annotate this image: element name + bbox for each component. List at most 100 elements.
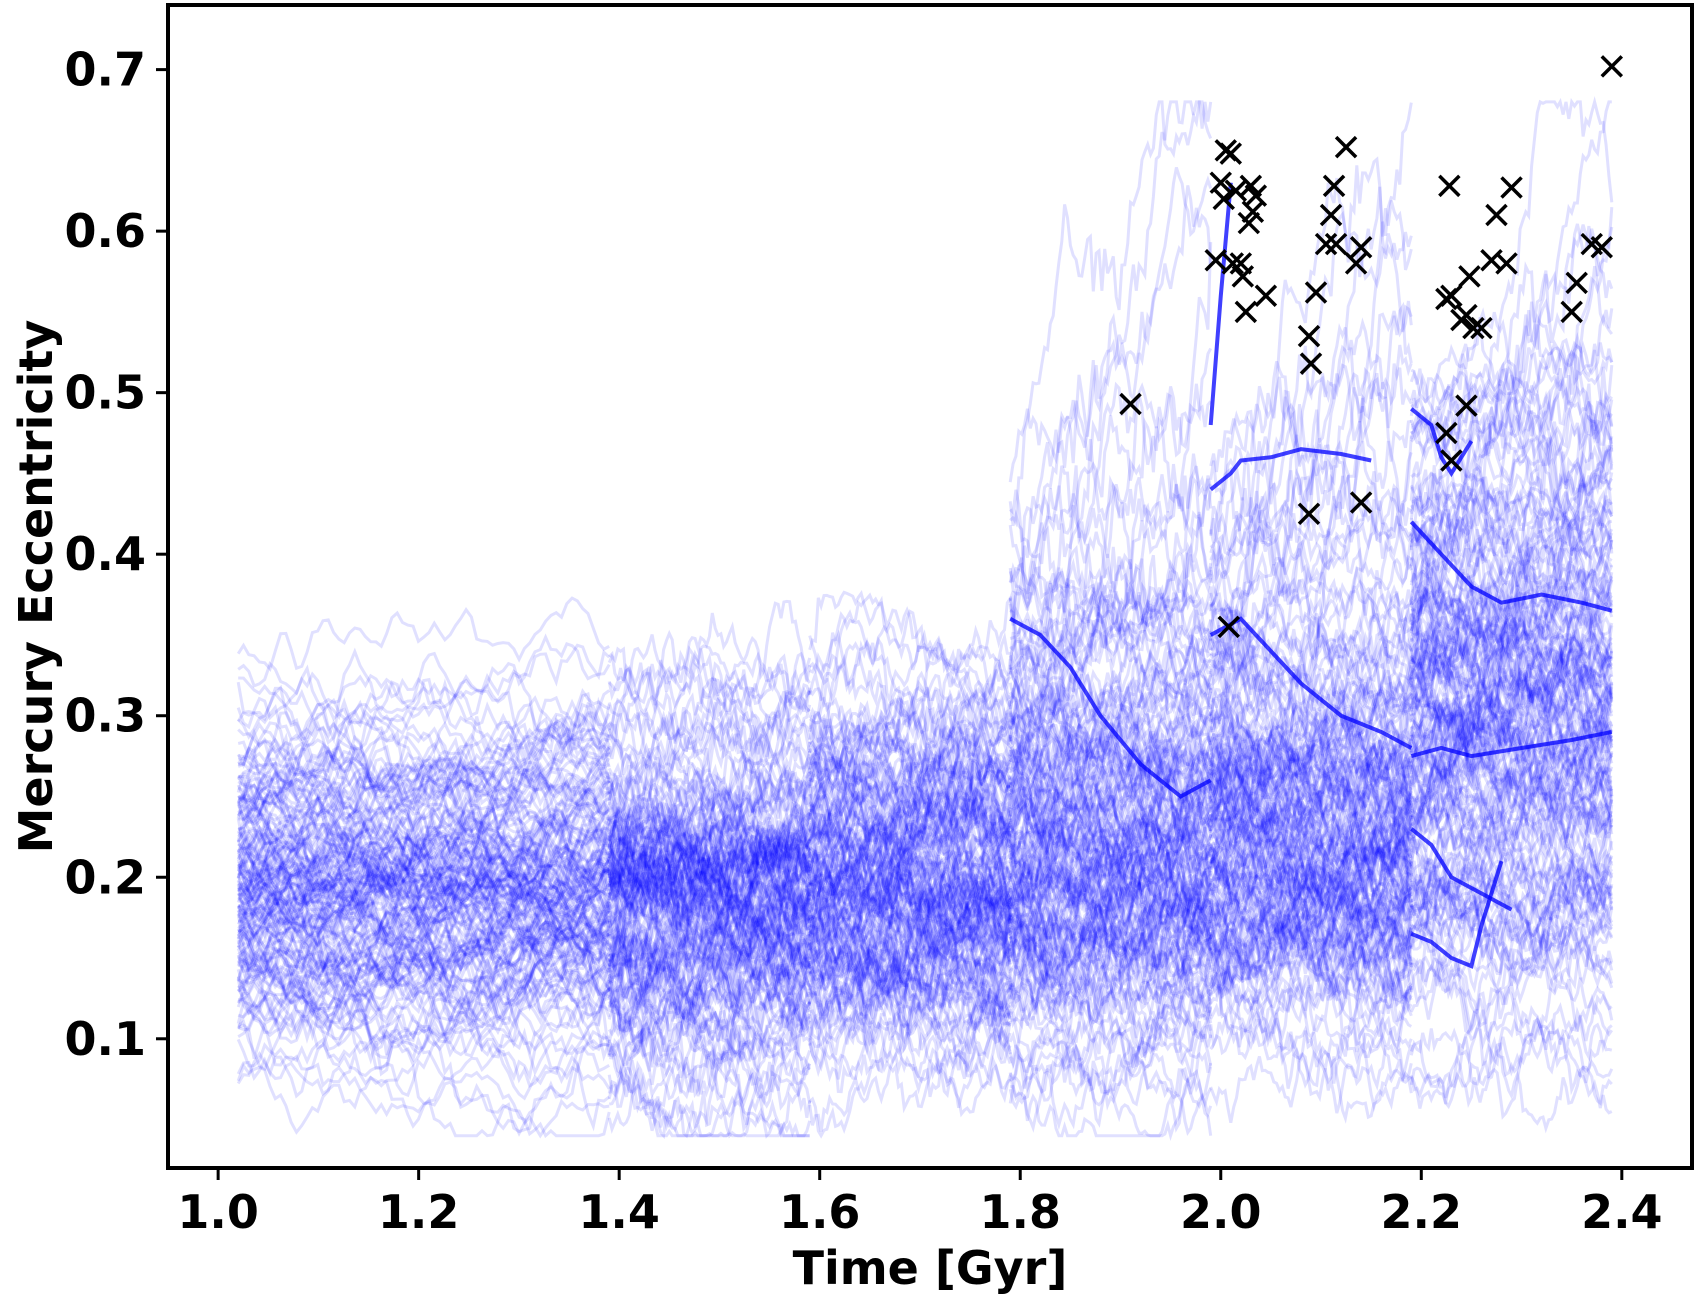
excursion-line xyxy=(1409,577,1613,766)
trajectory-line xyxy=(236,762,611,845)
trajectory-line xyxy=(1010,703,1213,825)
trajectory-line xyxy=(808,913,1012,1030)
trajectory-line xyxy=(1209,819,1413,912)
trajectory-line xyxy=(607,782,812,856)
trajectory-line xyxy=(607,973,812,1045)
trajectory-line xyxy=(1409,363,1614,482)
trajectory-line xyxy=(1009,900,1213,985)
trajectory-line xyxy=(1209,818,1413,904)
excursion-line xyxy=(1009,489,1213,649)
trajectory-line xyxy=(1009,898,1212,966)
x-axis-title: Time [Gyr] xyxy=(793,1241,1068,1295)
trajectory-line xyxy=(808,896,1012,1064)
trajectory-line xyxy=(1209,703,1413,814)
trajectory-line xyxy=(1008,870,1213,992)
trajectory-line xyxy=(1410,629,1614,734)
trajectory-line xyxy=(1209,857,1413,1002)
trajectory-line xyxy=(1008,775,1213,856)
trajectory-line xyxy=(607,814,810,942)
trajectory-line xyxy=(808,811,1012,936)
trajectory-line xyxy=(607,763,811,830)
trajectory-line xyxy=(1209,792,1413,922)
trajectory-line xyxy=(808,804,1012,892)
trajectory-line xyxy=(1008,774,1212,899)
trajectory-line xyxy=(236,732,611,814)
trajectory-line xyxy=(236,945,611,1058)
excursion-line xyxy=(1209,475,1413,681)
trajectory-line xyxy=(607,834,812,987)
trajectory-line xyxy=(808,898,1012,954)
trajectory-line xyxy=(808,1034,1012,1132)
highlight-track xyxy=(1410,860,1504,969)
trajectory-line xyxy=(808,887,1012,962)
trajectory-line xyxy=(808,845,1011,945)
trajectory-line xyxy=(809,934,1011,1072)
trajectory-line xyxy=(608,915,812,994)
trajectory-line xyxy=(808,744,1012,863)
trajectory-line xyxy=(1010,566,1213,671)
trajectory-line xyxy=(607,882,812,988)
trajectory-line xyxy=(809,760,1012,849)
trajectory-line xyxy=(1209,808,1412,896)
trajectory-line xyxy=(1409,645,1613,756)
y-tick-label: 0.5 xyxy=(65,366,147,420)
trajectory-line xyxy=(809,916,1012,996)
trajectory-line xyxy=(1209,776,1413,917)
trajectory-line xyxy=(1209,710,1413,835)
trajectory-line xyxy=(608,837,812,928)
trajectory-line xyxy=(809,857,1012,924)
trajectory-line xyxy=(1008,1021,1213,1102)
x-marker xyxy=(1470,316,1493,340)
excursion-line xyxy=(1409,95,1614,548)
trajectory-line xyxy=(809,629,1012,722)
trajectory-line xyxy=(1210,843,1413,929)
trajectory-line xyxy=(808,912,1012,1035)
trajectory-line xyxy=(1209,860,1413,959)
trajectory-line xyxy=(1410,718,1614,839)
trajectory-line xyxy=(1409,408,1613,515)
trajectory-line xyxy=(237,714,611,799)
x-marker xyxy=(1334,135,1358,159)
trajectory-line xyxy=(236,863,610,928)
trajectory-line xyxy=(1008,670,1213,753)
trajectory-line xyxy=(1209,831,1413,923)
trajectory-line xyxy=(236,1039,611,1126)
trajectory-line xyxy=(1008,986,1211,1082)
trajectory-line xyxy=(607,831,812,929)
trajectory-line xyxy=(1008,717,1211,822)
trajectory-line xyxy=(1008,550,1213,628)
trajectory-line xyxy=(1209,706,1413,777)
trajectory-line xyxy=(1409,578,1613,667)
trajectory-line xyxy=(607,880,811,1013)
x-marker xyxy=(1297,324,1321,348)
trajectory-line xyxy=(236,643,611,745)
trajectory-line xyxy=(1410,558,1614,646)
trajectory-line xyxy=(1008,868,1212,944)
trajectory-line xyxy=(1008,935,1213,1026)
trajectory-line xyxy=(237,937,610,1027)
trajectory-line xyxy=(1409,675,1613,808)
trajectory-line xyxy=(1008,673,1212,796)
trajectory-line xyxy=(1409,489,1614,574)
trajectory-line xyxy=(1409,534,1614,644)
trajectory-line xyxy=(237,712,611,845)
trajectory-line xyxy=(808,953,1012,1041)
trajectory-line xyxy=(607,913,812,986)
trajectory-line xyxy=(607,838,811,986)
trajectory-line xyxy=(808,794,1012,896)
trajectory-line xyxy=(237,847,611,968)
trajectory-line xyxy=(808,788,1011,912)
trajectory-line xyxy=(1008,637,1213,777)
trajectory-line xyxy=(1008,723,1213,876)
trajectory-line xyxy=(1410,872,1614,973)
trajectory-line xyxy=(237,804,611,894)
trajectory-line xyxy=(608,998,811,1088)
trajectory-line xyxy=(808,686,1012,802)
trajectory-line xyxy=(607,853,812,944)
trajectory-line xyxy=(808,914,1012,1034)
trajectory-line xyxy=(236,824,611,919)
trajectory-line xyxy=(607,794,812,923)
trajectory-line xyxy=(1008,730,1213,838)
highlight-track xyxy=(1410,827,1513,912)
